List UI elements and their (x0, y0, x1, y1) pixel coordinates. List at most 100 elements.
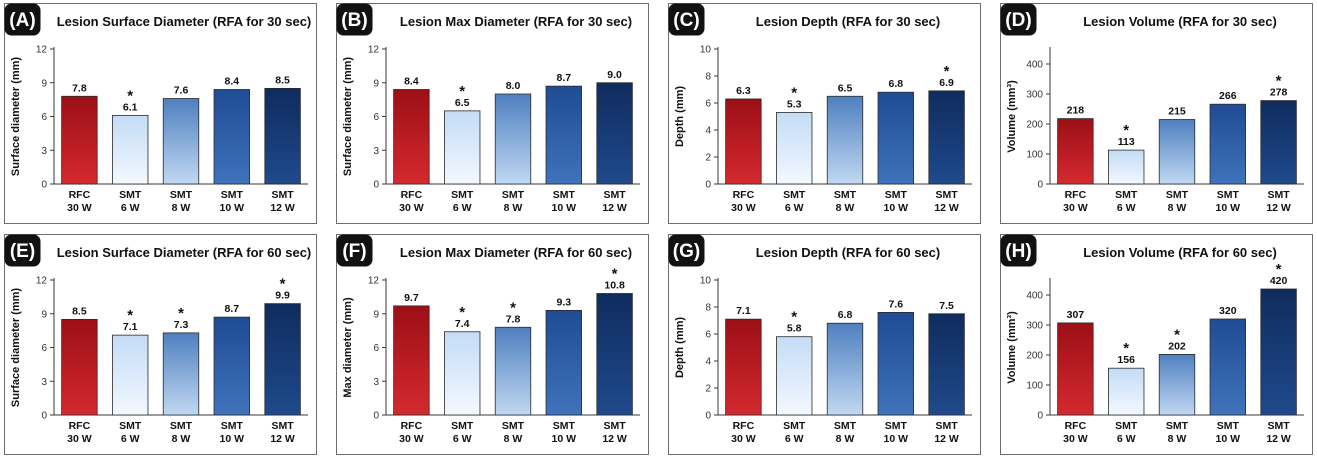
bar (264, 303, 301, 416)
x-tick-label: 10 W (220, 433, 245, 445)
significance-marker: * (1174, 326, 1180, 343)
x-tick-label: 8 W (836, 433, 855, 445)
panel-badge (668, 234, 705, 267)
data-label: 8.7 (224, 303, 239, 315)
panel-badge (668, 3, 705, 36)
y-tick-label: 2 (705, 384, 711, 395)
data-label: 8.4 (404, 76, 419, 88)
significance-marker: * (944, 63, 950, 80)
x-tick-label: 12 W (934, 433, 959, 445)
data-label: 6.5 (455, 97, 470, 109)
chart-panel-c: (C) Lesion Depth (RFA for 30 sec) Depth (m… (668, 3, 990, 225)
x-tick-label: SMT (1268, 420, 1291, 432)
bar (877, 91, 914, 185)
bar (393, 89, 430, 185)
y-tick-label: 12 (36, 276, 48, 287)
data-label: 8.0 (506, 80, 521, 92)
chart-title: Lesion Depth (RFA for 30 sec) (756, 14, 940, 29)
x-tick-label: 6 W (453, 433, 472, 445)
panel-badge (1000, 3, 1037, 36)
chart-title: Lesion Max Diameter (RFA for 60 sec) (400, 245, 632, 260)
bar (877, 312, 914, 416)
bar (393, 305, 430, 416)
x-tick-label: 8 W (836, 202, 855, 214)
x-tick-label: SMT (936, 189, 959, 201)
y-tick-label: 3 (373, 146, 379, 157)
bar (545, 309, 582, 416)
y-tick-label: 300 (1026, 321, 1043, 332)
chart-panel-h: (H) Lesion Volume (RFA for 60 sec) Volume … (1000, 234, 1317, 456)
data-label: 6.9 (939, 77, 954, 89)
y-tick-label: 0 (705, 180, 711, 191)
significance-marker: * (1276, 261, 1282, 278)
panel-letter: (B) (341, 10, 367, 31)
data-label: 7.3 (174, 319, 189, 331)
bar (826, 322, 864, 416)
bar (596, 82, 633, 185)
data-label: 9.9 (275, 290, 290, 302)
data-label: 9.0 (607, 69, 622, 81)
x-tick-label: SMT (834, 189, 857, 201)
bar-chart: (A) Lesion Surface Diameter (RFA for 30 s… (4, 3, 317, 224)
y-axis-label: Surface diameter (mm) (10, 288, 22, 408)
x-tick-label: RFC (1065, 189, 1087, 201)
x-tick-label: SMT (553, 189, 576, 201)
x-tick-label: SMT (221, 189, 244, 201)
x-tick-label: SMT (604, 189, 627, 201)
x-tick-label: 10 W (552, 202, 577, 214)
data-label: 10.8 (604, 280, 625, 292)
y-tick-label: 0 (1037, 180, 1043, 191)
bar (596, 293, 633, 416)
panel-badge (4, 3, 41, 36)
panel-letter: (A) (9, 10, 35, 31)
significance-marker: * (127, 307, 133, 324)
significance-marker: * (1123, 122, 1129, 139)
panel-badge (336, 234, 373, 267)
data-label: 5.3 (787, 98, 802, 110)
y-tick-label: 0 (41, 411, 47, 422)
y-tick-label: 10 (700, 45, 712, 56)
x-tick-label: SMT (1217, 189, 1240, 201)
data-label: 8.5 (72, 305, 87, 317)
bar (162, 332, 200, 416)
x-tick-label: RFC (401, 420, 423, 432)
significance-marker: * (459, 304, 465, 321)
panel-badge (1000, 234, 1037, 267)
data-label: 6.3 (736, 85, 751, 97)
x-tick-label: RFC (733, 420, 755, 432)
data-label: 7.4 (455, 318, 470, 330)
x-tick-label: 12 W (602, 433, 627, 445)
x-tick-label: 30 W (731, 433, 756, 445)
y-tick-label: 0 (705, 411, 711, 422)
x-tick-label: SMT (170, 420, 193, 432)
data-label: 8.7 (556, 72, 571, 84)
data-label: 6.8 (888, 78, 903, 90)
x-tick-label: 30 W (731, 202, 756, 214)
x-tick-label: SMT (451, 420, 474, 432)
significance-marker: * (127, 87, 133, 104)
data-label: 307 (1067, 309, 1085, 321)
data-label: 320 (1219, 305, 1237, 317)
x-tick-label: SMT (272, 189, 295, 201)
y-tick-label: 3 (41, 377, 47, 388)
y-tick-label: 6 (373, 343, 379, 354)
bar (494, 326, 532, 416)
x-tick-label: 8 W (504, 202, 523, 214)
x-tick-label: 6 W (121, 433, 140, 445)
panel-badge (336, 3, 373, 36)
x-tick-label: SMT (1268, 189, 1291, 201)
y-tick-label: 3 (373, 377, 379, 388)
y-tick-label: 10 (700, 276, 712, 287)
y-tick-label: 6 (41, 343, 47, 354)
data-label: 7.1 (736, 305, 751, 317)
x-tick-label: RFC (401, 189, 423, 201)
x-tick-label: 10 W (884, 433, 909, 445)
bar (213, 316, 250, 416)
y-tick-label: 9 (373, 78, 379, 89)
x-tick-label: 8 W (172, 202, 191, 214)
bar-chart: (F) Lesion Max Diameter (RFA for 60 sec) M… (336, 234, 649, 455)
bar (928, 90, 965, 185)
bar (1057, 322, 1094, 416)
y-axis-label: Depth (mm) (674, 86, 686, 147)
